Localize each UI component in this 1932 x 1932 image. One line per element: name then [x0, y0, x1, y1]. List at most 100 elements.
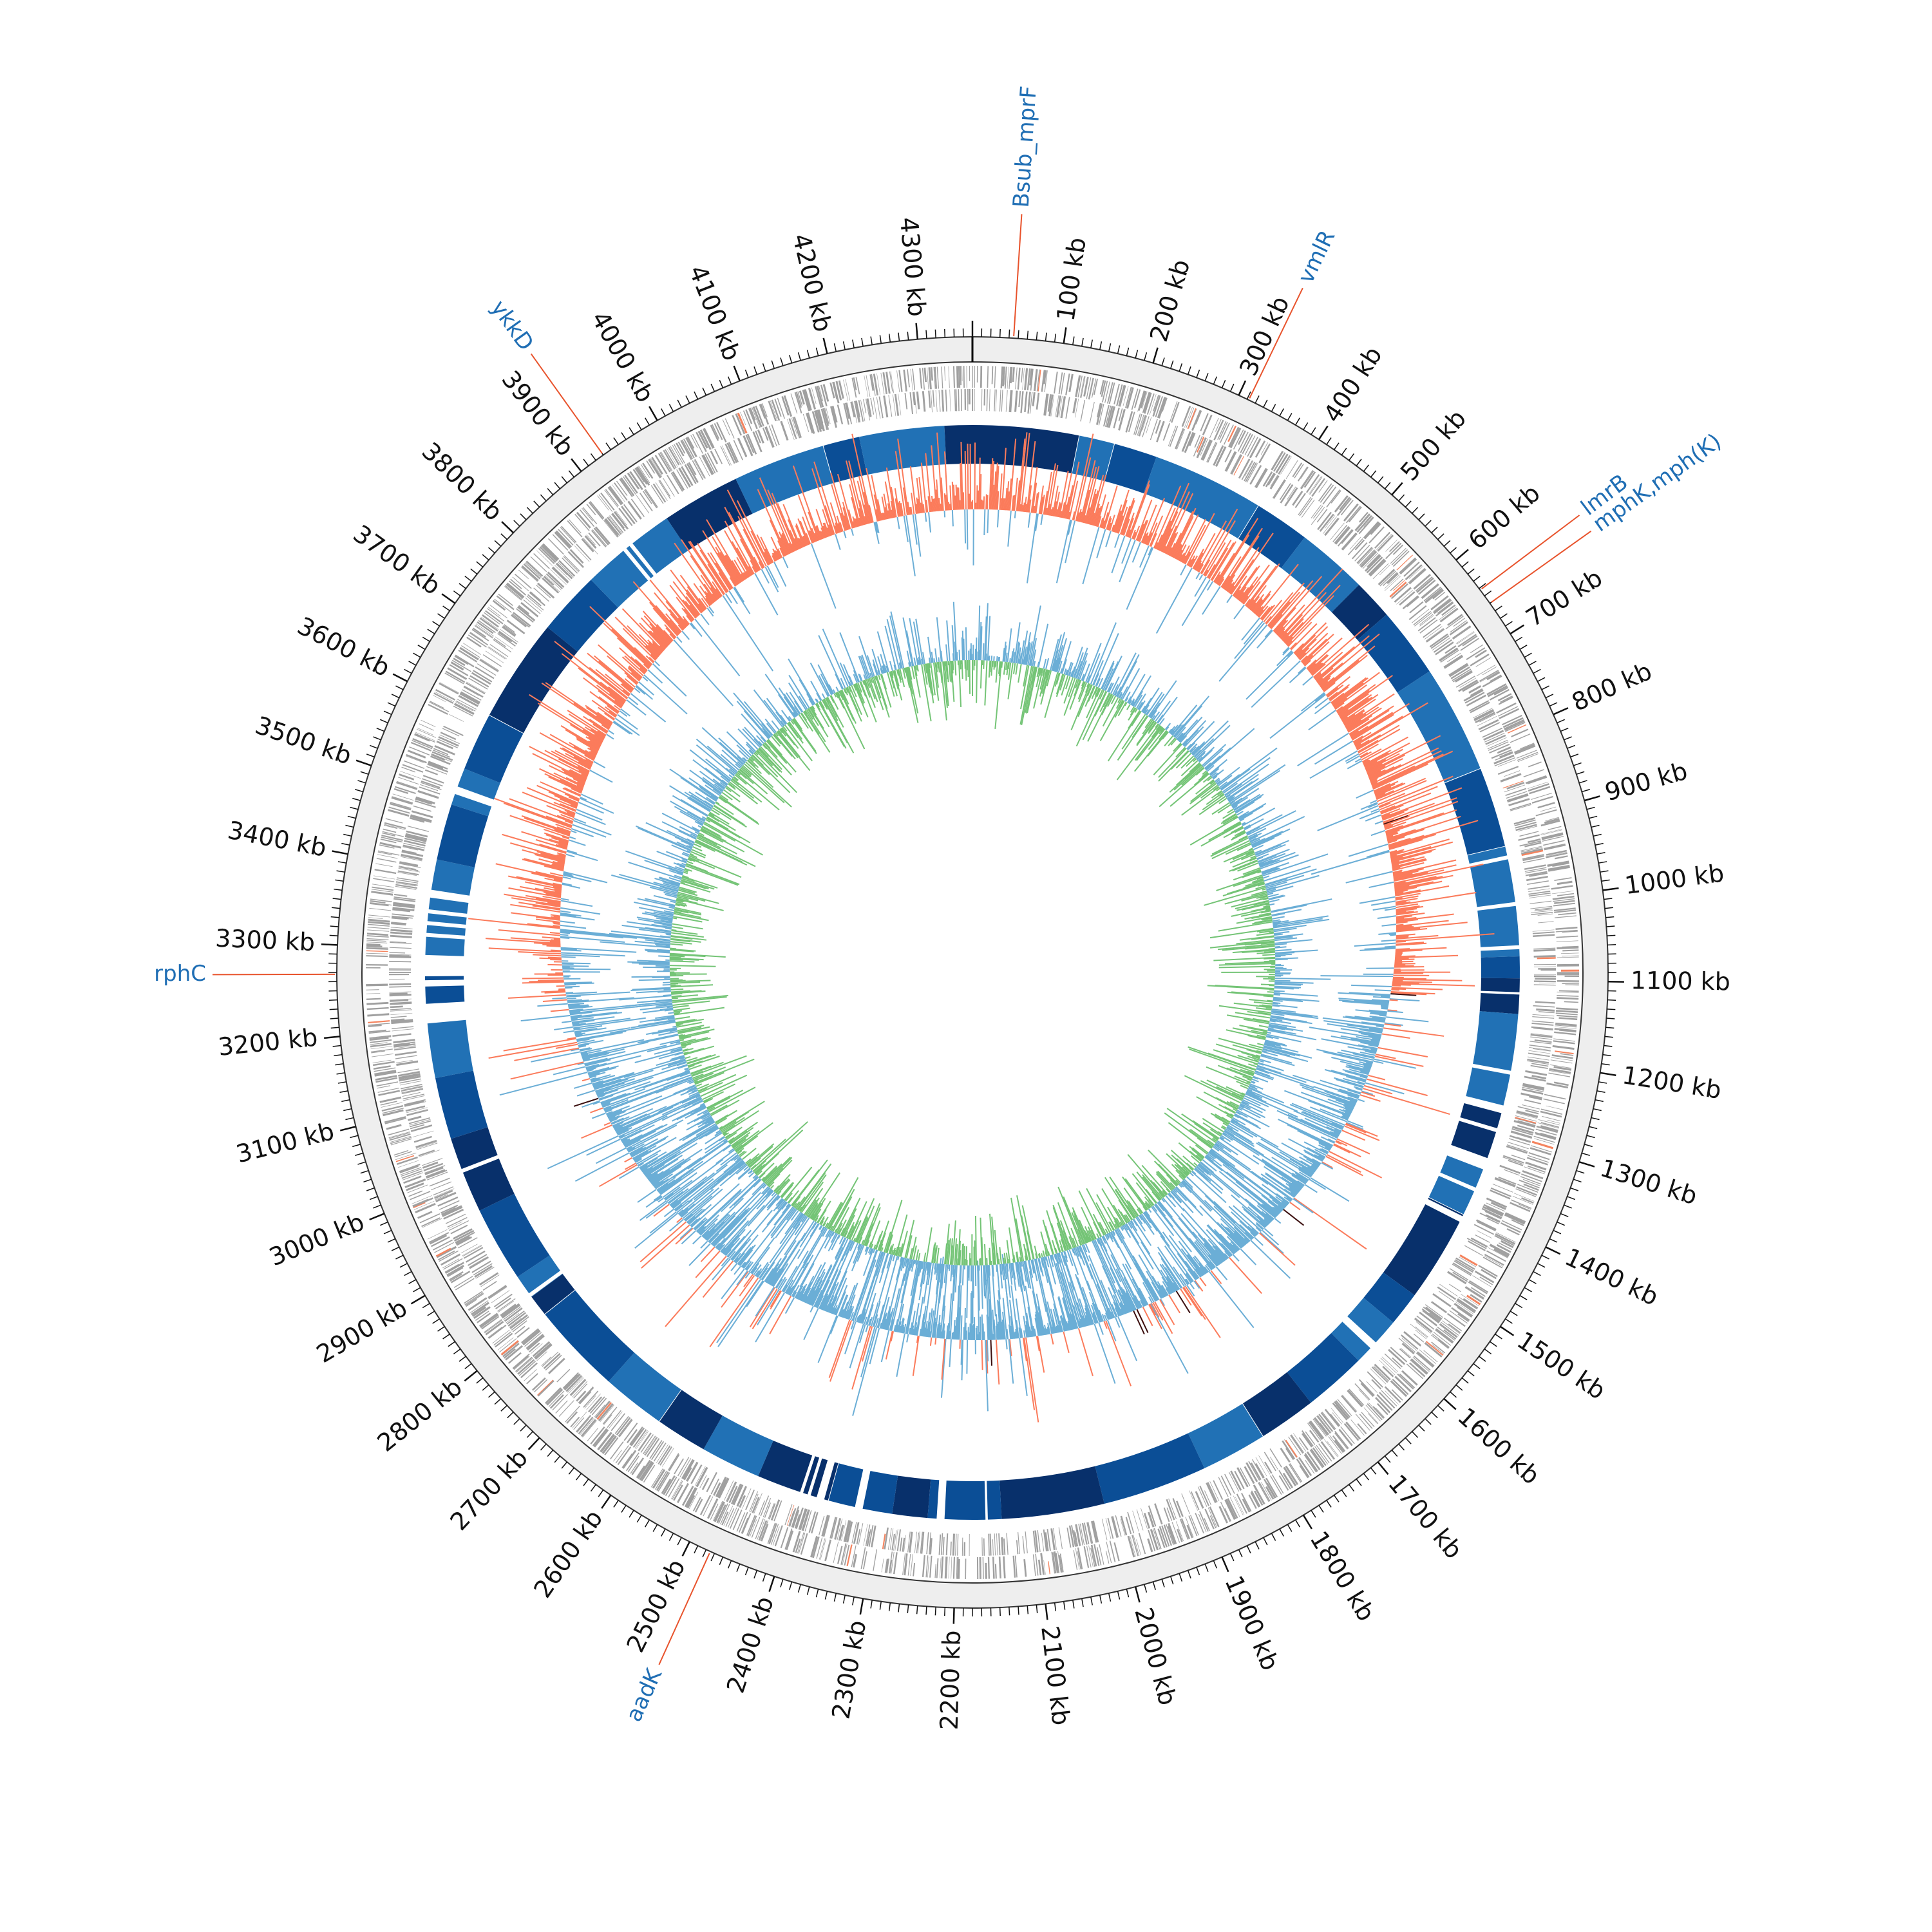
cds-feature: [378, 1090, 401, 1096]
cds-feature: [381, 1102, 402, 1108]
cds-feature: [508, 580, 527, 596]
cds-feature: [1229, 1497, 1240, 1517]
cds-feature: [1470, 1287, 1486, 1297]
cds-feature: [407, 1184, 428, 1193]
similarity-block: [1481, 978, 1520, 992]
cds-feature: [735, 413, 746, 435]
cds-feature: [1055, 1553, 1060, 1573]
cds-feature: [1198, 1513, 1207, 1533]
cds-feature: [538, 547, 555, 564]
cds-feature: [504, 1348, 516, 1359]
cds-feature: [1552, 895, 1575, 900]
cds-feature: [833, 1541, 839, 1564]
cds-feature: [989, 389, 990, 412]
cds-feature: [369, 902, 389, 907]
cds-feature: [370, 900, 386, 904]
cds-feature: [1322, 486, 1337, 505]
cds-feature: [1169, 401, 1178, 422]
cds-feature: [1209, 417, 1219, 439]
cds-feature: [629, 471, 643, 491]
cds-feature: [1500, 1222, 1521, 1233]
cds-feature: [449, 1271, 464, 1281]
cds-feature: [464, 1291, 483, 1304]
cds-feature: [1048, 1561, 1051, 1575]
cds-feature: [375, 1075, 397, 1081]
cds-feature: [415, 1202, 436, 1214]
cds-feature: [1516, 750, 1537, 759]
cds-feature: [1237, 431, 1249, 452]
cds-feature: [1435, 1329, 1454, 1344]
cds-feature: [389, 1133, 411, 1141]
cds-feature: [1209, 1506, 1220, 1528]
cds-feature: [558, 529, 574, 546]
cds-feature: [1072, 398, 1077, 413]
cds-feature: [1356, 515, 1372, 533]
cds-feature: [1306, 1451, 1321, 1471]
cds-feature: [1188, 1515, 1198, 1537]
cds-feature: [1522, 1170, 1544, 1180]
cds-feature: [829, 382, 835, 399]
cds-feature: [1432, 589, 1444, 600]
cds-feature: [367, 929, 390, 932]
cds-feature: [747, 1515, 757, 1537]
cds-feature: [366, 942, 388, 943]
cds-feature: [944, 1557, 947, 1579]
cds-feature: [368, 1024, 382, 1027]
cds-feature: [958, 1558, 960, 1579]
cds-feature: [927, 1557, 930, 1578]
cds-feature: [1470, 653, 1490, 667]
cds-feature: [960, 389, 963, 412]
cds-feature: [1361, 1412, 1375, 1428]
cds-feature: [394, 1151, 412, 1158]
cds-feature: [759, 404, 766, 419]
cds-feature: [1385, 1390, 1399, 1405]
cds-feature: [390, 999, 409, 1002]
cds-feature: [374, 869, 397, 875]
cds-feature: [659, 452, 672, 472]
cds-feature: [1142, 416, 1150, 438]
cds-feature: [1233, 429, 1244, 450]
cds-feature: [650, 1468, 663, 1488]
cds-feature: [390, 802, 412, 810]
cds-feature: [1511, 1199, 1532, 1209]
cds-feature: [1278, 455, 1291, 475]
cds-feature: [1392, 1378, 1409, 1396]
cds-feature: [956, 366, 959, 388]
gc-content-bar: [983, 509, 986, 536]
cds-feature: [1092, 1544, 1097, 1567]
cds-feature: [1551, 1054, 1573, 1059]
cds-feature: [632, 469, 647, 488]
cds-feature: [1300, 470, 1314, 489]
cds-feature: [1513, 1193, 1535, 1202]
cds-feature: [439, 1250, 459, 1262]
cds-feature: [384, 1117, 406, 1124]
cds-feature: [1150, 419, 1158, 440]
cds-feature: [568, 519, 582, 534]
cds-feature: [1032, 1554, 1036, 1576]
cds-feature: [810, 1535, 817, 1558]
cds-feature: [593, 1429, 608, 1447]
cds-feature: [1413, 1355, 1431, 1371]
cds-feature: [462, 643, 482, 655]
cds-feature: [1399, 1373, 1416, 1388]
cds-feature: [1550, 1059, 1573, 1064]
cds-feature: [636, 1465, 646, 1479]
cds-feature: [1425, 1341, 1444, 1356]
cds-feature: [954, 389, 956, 412]
cds-feature: [1434, 591, 1446, 601]
cds-feature: [1318, 483, 1332, 502]
cds-feature: [533, 553, 550, 569]
cds-feature: [499, 1338, 517, 1353]
cds-feature: [844, 1544, 850, 1566]
cds-feature: [890, 371, 895, 393]
cds-feature: [478, 620, 496, 634]
cds-feature: [399, 1164, 421, 1173]
cds-feature: [366, 947, 388, 950]
cds-feature: [545, 1387, 562, 1405]
cds-feature: [1535, 1001, 1555, 1004]
gc-content-bar: [567, 998, 576, 999]
cds-feature: [665, 449, 677, 469]
gc-content-bar: [562, 968, 611, 971]
cds-feature: [1372, 1406, 1385, 1419]
cds-feature: [1109, 1540, 1116, 1562]
